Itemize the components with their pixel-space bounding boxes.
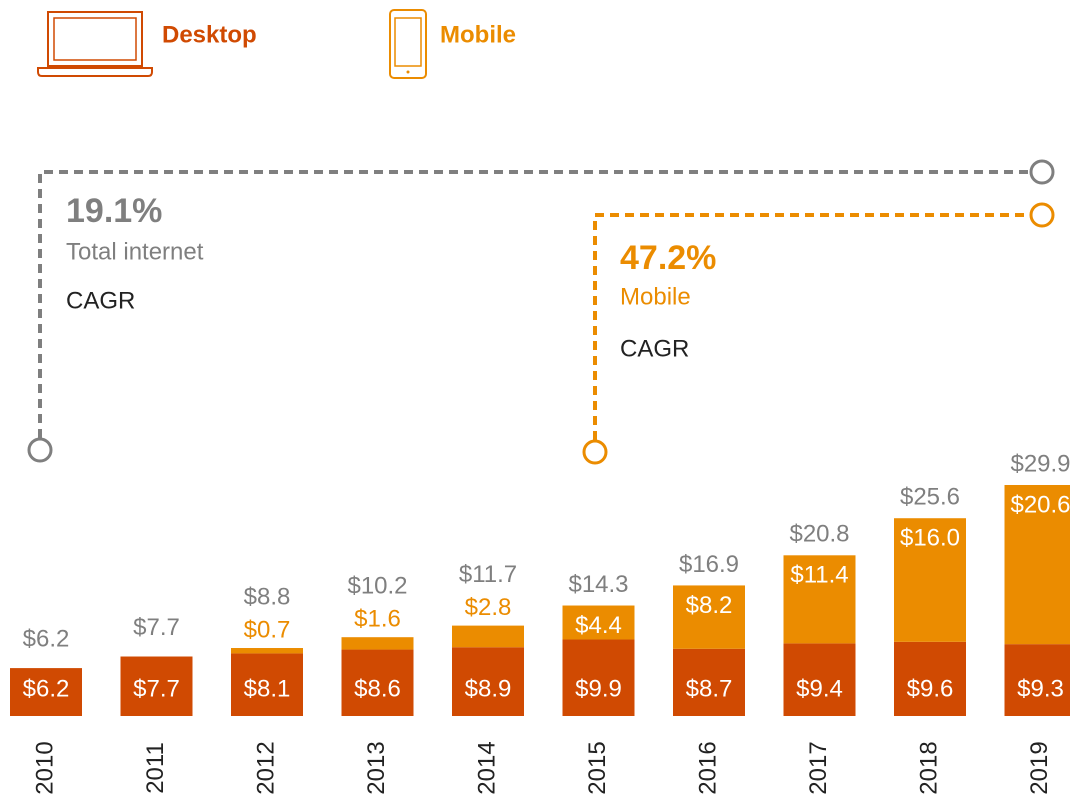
cagr-value: 19.1% — [66, 192, 162, 230]
total-label: $25.6 — [900, 484, 960, 511]
cagr-value: 47.2% — [620, 239, 716, 277]
value-label: $11.4 — [790, 562, 848, 589]
value-label: $7.7 — [133, 675, 180, 702]
value-label: $0.7 — [244, 616, 291, 643]
value-label: $4.4 — [575, 612, 622, 639]
laptop-base — [37, 67, 153, 77]
x-tick-label: 2017 — [805, 741, 832, 794]
value-label: $8.1 — [244, 675, 291, 702]
x-tick-label: 2018 — [915, 741, 942, 794]
bar-segment — [673, 648, 745, 716]
x-tick-label: 2019 — [1026, 741, 1053, 794]
total-label: $16.9 — [679, 551, 739, 578]
bar-segment — [452, 647, 524, 716]
total-label: $6.2 — [23, 625, 70, 652]
bracket-end — [27, 437, 53, 463]
cagr-note: CAGR — [620, 335, 689, 362]
bar-segment — [10, 668, 82, 716]
total-label: $14.3 — [568, 571, 628, 598]
total-label: $10.2 — [347, 573, 407, 600]
phone-button — [406, 70, 410, 74]
bar-segment — [1004, 644, 1070, 716]
x-tick-label: 2013 — [363, 741, 390, 794]
bar-segment — [231, 648, 303, 654]
bar-segment — [783, 643, 856, 716]
legend-label: Mobile — [440, 21, 516, 48]
cagr-label: Mobile — [620, 283, 691, 310]
value-label: $9.6 — [907, 675, 954, 702]
bar-segment — [673, 585, 745, 649]
x-tick-label: 2012 — [252, 741, 279, 794]
value-label: $9.3 — [1017, 675, 1064, 702]
total-label: $11.7 — [459, 561, 517, 588]
bar-segment — [341, 649, 414, 716]
phone-icon — [389, 9, 427, 79]
value-label: $8.2 — [686, 592, 733, 619]
total-label: $8.8 — [244, 583, 291, 610]
bar-segment — [452, 625, 524, 648]
phone-screen — [394, 17, 422, 67]
legend-label: Desktop — [162, 21, 257, 48]
cagr-brackets — [27, 159, 1055, 465]
value-label: $9.4 — [796, 675, 843, 702]
value-label: $8.6 — [354, 675, 401, 702]
total-label: $7.7 — [133, 614, 180, 641]
bar-segment — [894, 518, 966, 642]
mobile-bracket — [593, 213, 1030, 440]
bracket-end — [1029, 159, 1055, 185]
x-tick-label: 2010 — [31, 741, 58, 794]
bar-segment — [341, 637, 414, 650]
value-label: $20.6 — [1010, 491, 1070, 518]
bar-segment — [562, 639, 635, 716]
x-tick-label: 2015 — [584, 741, 611, 794]
value-label: $2.8 — [465, 594, 512, 621]
bar-segment — [783, 555, 856, 644]
bar-segment — [1004, 485, 1070, 645]
value-label: $6.2 — [23, 675, 70, 702]
bar-segment — [120, 656, 193, 716]
laptop-icon — [47, 11, 143, 67]
value-label: $9.9 — [575, 675, 622, 702]
value-label: $8.7 — [686, 675, 733, 702]
x-tick-label: 2016 — [694, 741, 721, 794]
bar-segment — [894, 641, 966, 716]
total-label: $29.9 — [1010, 450, 1070, 477]
x-tick-label: 2014 — [473, 741, 500, 794]
legend: Desktop Mobile — [37, 9, 516, 79]
bracket-end — [582, 439, 608, 465]
bracket-end — [1029, 202, 1055, 228]
bar-segment — [562, 605, 635, 640]
value-label: $16.0 — [900, 525, 960, 552]
x-tick-label: 2011 — [142, 742, 169, 794]
value-label: $1.6 — [354, 606, 401, 633]
cagr-note: CAGR — [66, 287, 135, 314]
total-bracket — [38, 170, 1030, 438]
laptop-screen — [53, 17, 137, 61]
bar-segment — [231, 653, 303, 716]
cagr-label: Total internet — [66, 238, 204, 265]
total-label: $20.8 — [789, 521, 849, 548]
value-label: $8.9 — [465, 675, 512, 702]
